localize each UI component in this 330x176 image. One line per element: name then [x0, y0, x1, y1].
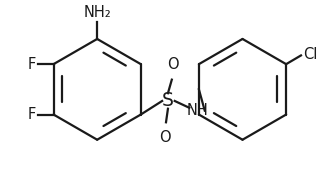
Text: S: S	[162, 92, 174, 111]
Text: O: O	[167, 57, 179, 72]
Text: F: F	[28, 57, 36, 72]
Text: F: F	[28, 107, 36, 122]
Text: NH: NH	[186, 103, 208, 118]
Text: NH₂: NH₂	[83, 5, 111, 20]
Text: Cl: Cl	[303, 47, 317, 62]
Text: O: O	[159, 130, 171, 145]
